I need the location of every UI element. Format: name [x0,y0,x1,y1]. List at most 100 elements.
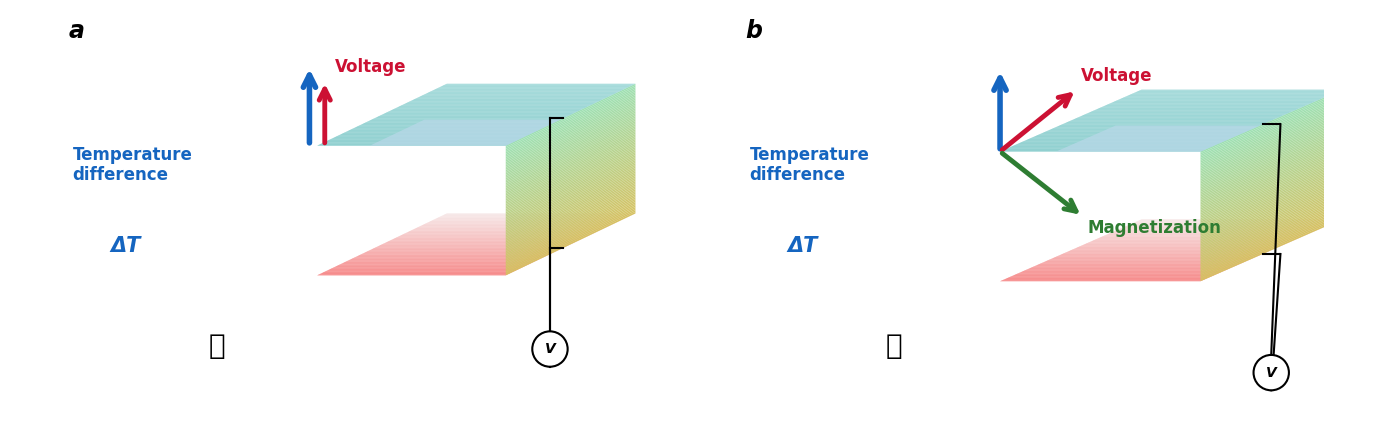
Polygon shape [1089,112,1291,113]
Polygon shape [347,131,536,132]
Polygon shape [1201,193,1342,257]
Polygon shape [362,253,553,254]
Polygon shape [329,269,518,270]
Polygon shape [417,97,608,98]
Polygon shape [1078,246,1280,247]
Polygon shape [368,121,557,122]
Polygon shape [1122,97,1324,98]
Polygon shape [506,202,636,266]
Polygon shape [1049,129,1252,130]
Polygon shape [1201,120,1342,184]
Polygon shape [1066,122,1267,123]
Polygon shape [1201,98,1342,161]
Polygon shape [395,108,585,109]
Polygon shape [506,187,636,251]
Polygon shape [1002,150,1204,151]
Polygon shape [506,194,636,258]
Polygon shape [506,155,636,218]
Polygon shape [1124,226,1327,227]
Polygon shape [1079,245,1282,246]
Polygon shape [506,84,636,147]
Polygon shape [1009,147,1211,148]
Polygon shape [1118,99,1321,100]
Polygon shape [1201,160,1342,223]
Polygon shape [1201,104,1342,168]
Polygon shape [386,112,575,113]
Polygon shape [1201,153,1342,216]
Polygon shape [1010,276,1213,277]
Polygon shape [1114,231,1316,232]
Polygon shape [362,123,553,124]
Polygon shape [506,92,636,155]
Polygon shape [1086,113,1289,114]
Polygon shape [506,184,636,248]
Polygon shape [366,122,556,123]
Polygon shape [506,189,636,253]
Polygon shape [379,115,569,116]
Polygon shape [445,84,636,85]
Polygon shape [1201,218,1342,281]
Polygon shape [357,126,546,127]
Polygon shape [1201,143,1342,207]
Polygon shape [1140,90,1342,91]
Polygon shape [1201,114,1342,178]
Polygon shape [391,239,582,240]
Polygon shape [506,90,636,154]
Polygon shape [375,118,564,119]
Polygon shape [506,137,636,201]
Polygon shape [1066,252,1267,253]
Polygon shape [1077,247,1278,248]
Polygon shape [1201,90,1342,153]
Polygon shape [506,210,636,274]
Polygon shape [1124,96,1327,97]
Polygon shape [1130,223,1334,224]
Polygon shape [1049,259,1252,260]
Polygon shape [506,166,636,230]
Polygon shape [1201,155,1342,218]
Polygon shape [1201,94,1342,158]
Polygon shape [506,134,636,197]
Polygon shape [437,217,627,218]
Polygon shape [361,124,551,125]
Polygon shape [506,205,636,269]
Polygon shape [506,170,636,233]
Polygon shape [1072,119,1274,120]
Polygon shape [370,119,561,120]
Polygon shape [1201,206,1342,270]
Polygon shape [1067,121,1270,122]
Polygon shape [506,100,636,163]
Polygon shape [506,158,636,222]
Polygon shape [1101,236,1303,237]
Polygon shape [341,133,532,134]
Polygon shape [506,88,636,152]
Polygon shape [1020,142,1222,143]
Polygon shape [1201,192,1342,255]
Polygon shape [1030,138,1233,139]
Text: a: a [68,19,84,43]
Polygon shape [351,258,542,259]
Polygon shape [329,139,518,140]
Polygon shape [381,114,572,115]
Polygon shape [1136,221,1338,222]
Polygon shape [326,140,517,141]
Polygon shape [1201,182,1342,245]
Polygon shape [1034,136,1236,137]
Polygon shape [506,150,636,214]
Polygon shape [1129,224,1331,225]
Polygon shape [506,152,636,216]
Polygon shape [506,149,636,212]
Polygon shape [1048,130,1249,131]
Polygon shape [1032,137,1234,138]
Polygon shape [506,132,636,196]
Polygon shape [388,240,579,241]
Polygon shape [1059,125,1260,126]
Polygon shape [1070,120,1271,121]
Polygon shape [1028,268,1230,269]
Polygon shape [506,113,636,176]
Polygon shape [409,230,600,231]
Polygon shape [506,207,636,270]
Polygon shape [1020,272,1222,273]
Polygon shape [1137,220,1341,221]
Polygon shape [1201,161,1342,224]
Polygon shape [1007,277,1209,278]
